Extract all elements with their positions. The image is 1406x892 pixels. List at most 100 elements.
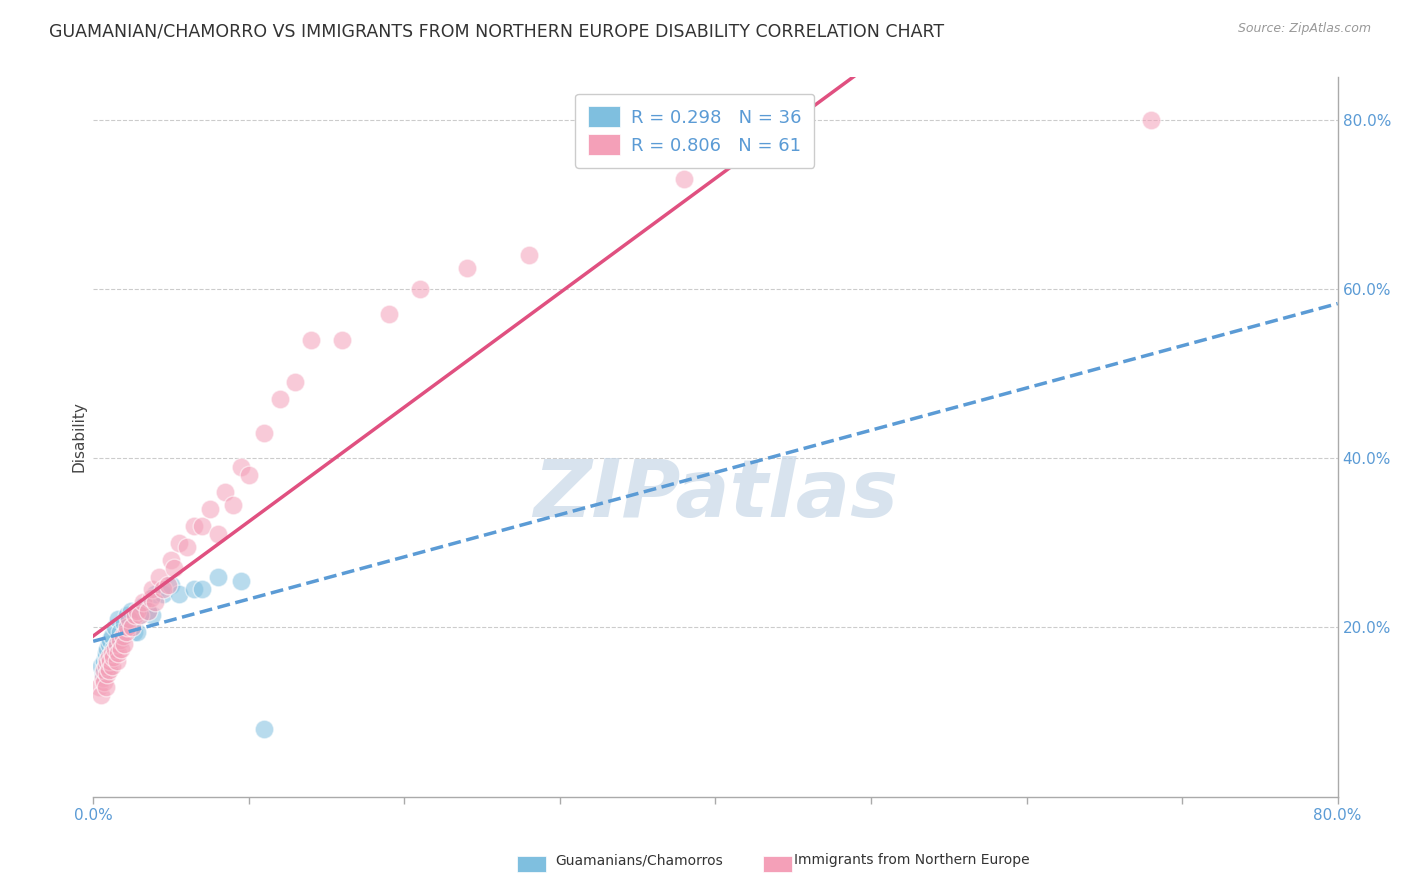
- Text: ZIPatlas: ZIPatlas: [533, 456, 898, 533]
- Text: Immigrants from Northern Europe: Immigrants from Northern Europe: [794, 853, 1031, 867]
- Point: [156, 578, 179, 592]
- Point: [160, 578, 183, 592]
- Point: [107, 612, 129, 626]
- Point: [101, 646, 124, 660]
- Point: [97, 650, 120, 665]
- Point: [167, 536, 190, 550]
- Point: [214, 485, 236, 500]
- Point: [93, 654, 115, 668]
- Point: [132, 595, 155, 609]
- Point: [111, 629, 134, 643]
- Point: [110, 641, 132, 656]
- Point: [1140, 112, 1163, 127]
- Point: [108, 633, 131, 648]
- Point: [103, 650, 125, 665]
- Point: [97, 637, 120, 651]
- Point: [222, 498, 245, 512]
- Point: [101, 658, 124, 673]
- Point: [673, 172, 696, 186]
- Point: [229, 574, 252, 588]
- Point: [121, 620, 143, 634]
- Text: Source: ZipAtlas.com: Source: ZipAtlas.com: [1237, 22, 1371, 36]
- Point: [97, 658, 120, 673]
- Point: [191, 582, 214, 597]
- Point: [136, 603, 159, 617]
- Text: GUAMANIAN/CHAMORRO VS IMMIGRANTS FROM NORTHERN EUROPE DISABILITY CORRELATION CHA: GUAMANIAN/CHAMORRO VS IMMIGRANTS FROM NO…: [49, 22, 945, 40]
- Point: [253, 425, 276, 440]
- Point: [136, 603, 159, 617]
- Point: [98, 654, 121, 668]
- Point: [299, 333, 322, 347]
- Point: [238, 468, 260, 483]
- Point: [132, 599, 155, 614]
- Point: [456, 260, 478, 275]
- Point: [207, 527, 229, 541]
- Point: [94, 646, 117, 660]
- Point: [141, 582, 163, 597]
- Point: [284, 375, 307, 389]
- Point: [112, 637, 135, 651]
- Point: [90, 688, 112, 702]
- Point: [330, 333, 353, 347]
- Point: [93, 663, 115, 677]
- Point: [94, 680, 117, 694]
- Point: [108, 624, 131, 639]
- Point: [377, 307, 399, 321]
- Point: [117, 620, 139, 634]
- Point: [191, 519, 214, 533]
- Point: [125, 624, 148, 639]
- Point: [152, 586, 174, 600]
- Point: [145, 595, 167, 609]
- Point: [122, 624, 145, 639]
- Point: [94, 650, 117, 665]
- Point: [183, 582, 205, 597]
- Point: [104, 641, 127, 656]
- Point: [96, 667, 118, 681]
- Point: [101, 629, 124, 643]
- Point: [120, 603, 142, 617]
- Point: [183, 519, 205, 533]
- Point: [167, 586, 190, 600]
- Point: [409, 282, 432, 296]
- Point: [96, 654, 118, 668]
- Point: [94, 658, 117, 673]
- Point: [90, 658, 112, 673]
- Point: [93, 675, 115, 690]
- Point: [105, 654, 128, 668]
- Point: [115, 624, 138, 639]
- Point: [98, 633, 121, 648]
- Point: [517, 248, 540, 262]
- Point: [121, 620, 143, 634]
- Point: [207, 569, 229, 583]
- Point: [107, 646, 129, 660]
- Point: [269, 392, 291, 406]
- Point: [124, 607, 146, 622]
- Legend: R = 0.298   N = 36, R = 0.806   N = 61: R = 0.298 N = 36, R = 0.806 N = 61: [575, 94, 814, 168]
- Point: [128, 607, 150, 622]
- Point: [91, 667, 114, 681]
- Point: [105, 637, 128, 651]
- Point: [125, 603, 148, 617]
- Y-axis label: Disability: Disability: [72, 401, 86, 473]
- Point: [110, 633, 132, 648]
- Point: [163, 561, 186, 575]
- Point: [176, 540, 198, 554]
- Point: [152, 582, 174, 597]
- Point: [112, 616, 135, 631]
- Point: [91, 671, 114, 685]
- Point: [145, 586, 167, 600]
- Point: [101, 650, 124, 665]
- Point: [117, 607, 139, 622]
- Point: [148, 569, 170, 583]
- Point: [198, 502, 221, 516]
- Point: [160, 553, 183, 567]
- Text: Guamanians/Chamorros: Guamanians/Chamorros: [555, 853, 723, 867]
- Point: [141, 607, 163, 622]
- Point: [104, 620, 127, 634]
- Point: [118, 612, 141, 626]
- Point: [139, 591, 162, 605]
- Point: [229, 459, 252, 474]
- Point: [97, 663, 120, 677]
- Point: [103, 641, 125, 656]
- Point: [96, 641, 118, 656]
